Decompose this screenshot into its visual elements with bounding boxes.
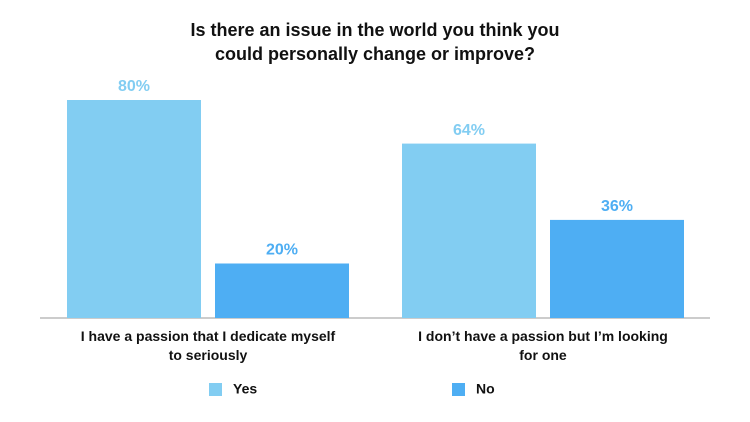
bar — [402, 143, 536, 318]
value-label: 80% — [118, 78, 150, 95]
chart-title: Is there an issue in the world you think… — [190, 20, 560, 64]
value-label: 20% — [266, 242, 298, 259]
bar — [67, 100, 201, 318]
category-label: I don’t have a passion but I’m looking f… — [418, 328, 668, 363]
legend-label: Yes — [233, 381, 257, 397]
legend-swatch — [209, 383, 222, 396]
value-label: 64% — [453, 122, 485, 139]
bar — [215, 263, 349, 318]
value-label: 36% — [601, 198, 633, 215]
legend-label: No — [476, 381, 495, 397]
bar — [550, 219, 684, 318]
category-label: I have a passion that I dedicate myself … — [80, 328, 336, 363]
legend-swatch — [452, 383, 465, 396]
